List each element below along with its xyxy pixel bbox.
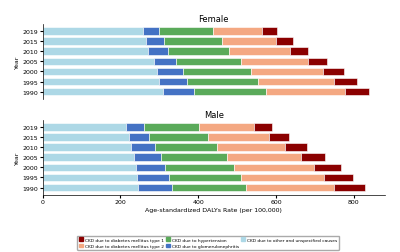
- Bar: [43, 28, 143, 36]
- Bar: [222, 38, 276, 46]
- Bar: [126, 124, 144, 131]
- Bar: [43, 88, 163, 96]
- Bar: [149, 134, 208, 141]
- Bar: [300, 154, 325, 161]
- Bar: [242, 58, 308, 66]
- Bar: [43, 68, 158, 76]
- Bar: [43, 174, 137, 181]
- Bar: [43, 184, 138, 192]
- Bar: [246, 184, 334, 192]
- Bar: [217, 144, 285, 151]
- Bar: [324, 174, 353, 181]
- Bar: [43, 78, 159, 86]
- Bar: [43, 134, 129, 141]
- Bar: [154, 58, 176, 66]
- Bar: [138, 184, 172, 192]
- Bar: [276, 38, 293, 46]
- Bar: [159, 28, 213, 36]
- Bar: [43, 124, 126, 131]
- Bar: [187, 78, 258, 86]
- Bar: [43, 48, 148, 56]
- Bar: [314, 164, 342, 171]
- Bar: [136, 164, 165, 171]
- Bar: [234, 164, 314, 171]
- Bar: [194, 88, 266, 96]
- Bar: [334, 78, 357, 86]
- Bar: [290, 48, 308, 56]
- Bar: [262, 28, 277, 36]
- Bar: [241, 174, 324, 181]
- Bar: [131, 144, 155, 151]
- Bar: [334, 184, 365, 192]
- Bar: [160, 154, 227, 161]
- Y-axis label: Year: Year: [15, 151, 20, 164]
- Bar: [164, 38, 222, 46]
- Bar: [169, 174, 241, 181]
- Y-axis label: Year: Year: [15, 55, 20, 69]
- Bar: [43, 144, 131, 151]
- Bar: [43, 38, 146, 46]
- Bar: [254, 124, 272, 131]
- Bar: [168, 48, 230, 56]
- Bar: [258, 78, 334, 86]
- Bar: [176, 58, 242, 66]
- Bar: [227, 154, 300, 161]
- Bar: [143, 28, 159, 36]
- Bar: [165, 164, 234, 171]
- Bar: [199, 124, 254, 131]
- Title: Female: Female: [198, 15, 229, 24]
- Bar: [208, 134, 269, 141]
- Bar: [213, 28, 262, 36]
- Bar: [155, 144, 217, 151]
- Bar: [163, 88, 194, 96]
- Bar: [158, 68, 183, 76]
- Bar: [43, 154, 134, 161]
- Bar: [43, 164, 136, 171]
- Bar: [129, 134, 149, 141]
- Bar: [345, 88, 370, 96]
- Bar: [266, 88, 345, 96]
- Bar: [148, 48, 168, 56]
- Bar: [323, 68, 344, 76]
- Bar: [183, 68, 251, 76]
- Bar: [43, 58, 154, 66]
- Bar: [144, 124, 199, 131]
- Title: Male: Male: [204, 110, 224, 119]
- Bar: [137, 174, 169, 181]
- Bar: [159, 78, 187, 86]
- Bar: [230, 48, 290, 56]
- Bar: [134, 154, 160, 161]
- X-axis label: Age-standardized DALYs Rate (per 100,000): Age-standardized DALYs Rate (per 100,000…: [146, 207, 282, 212]
- Bar: [172, 184, 246, 192]
- Bar: [285, 144, 307, 151]
- Bar: [308, 58, 327, 66]
- Bar: [146, 38, 164, 46]
- Legend: CKD due to diabetes mellitus type 1, CKD due to diabetes mellitus type 2, CKD du: CKD due to diabetes mellitus type 1, CKD…: [77, 236, 339, 250]
- Bar: [251, 68, 323, 76]
- Bar: [269, 134, 288, 141]
